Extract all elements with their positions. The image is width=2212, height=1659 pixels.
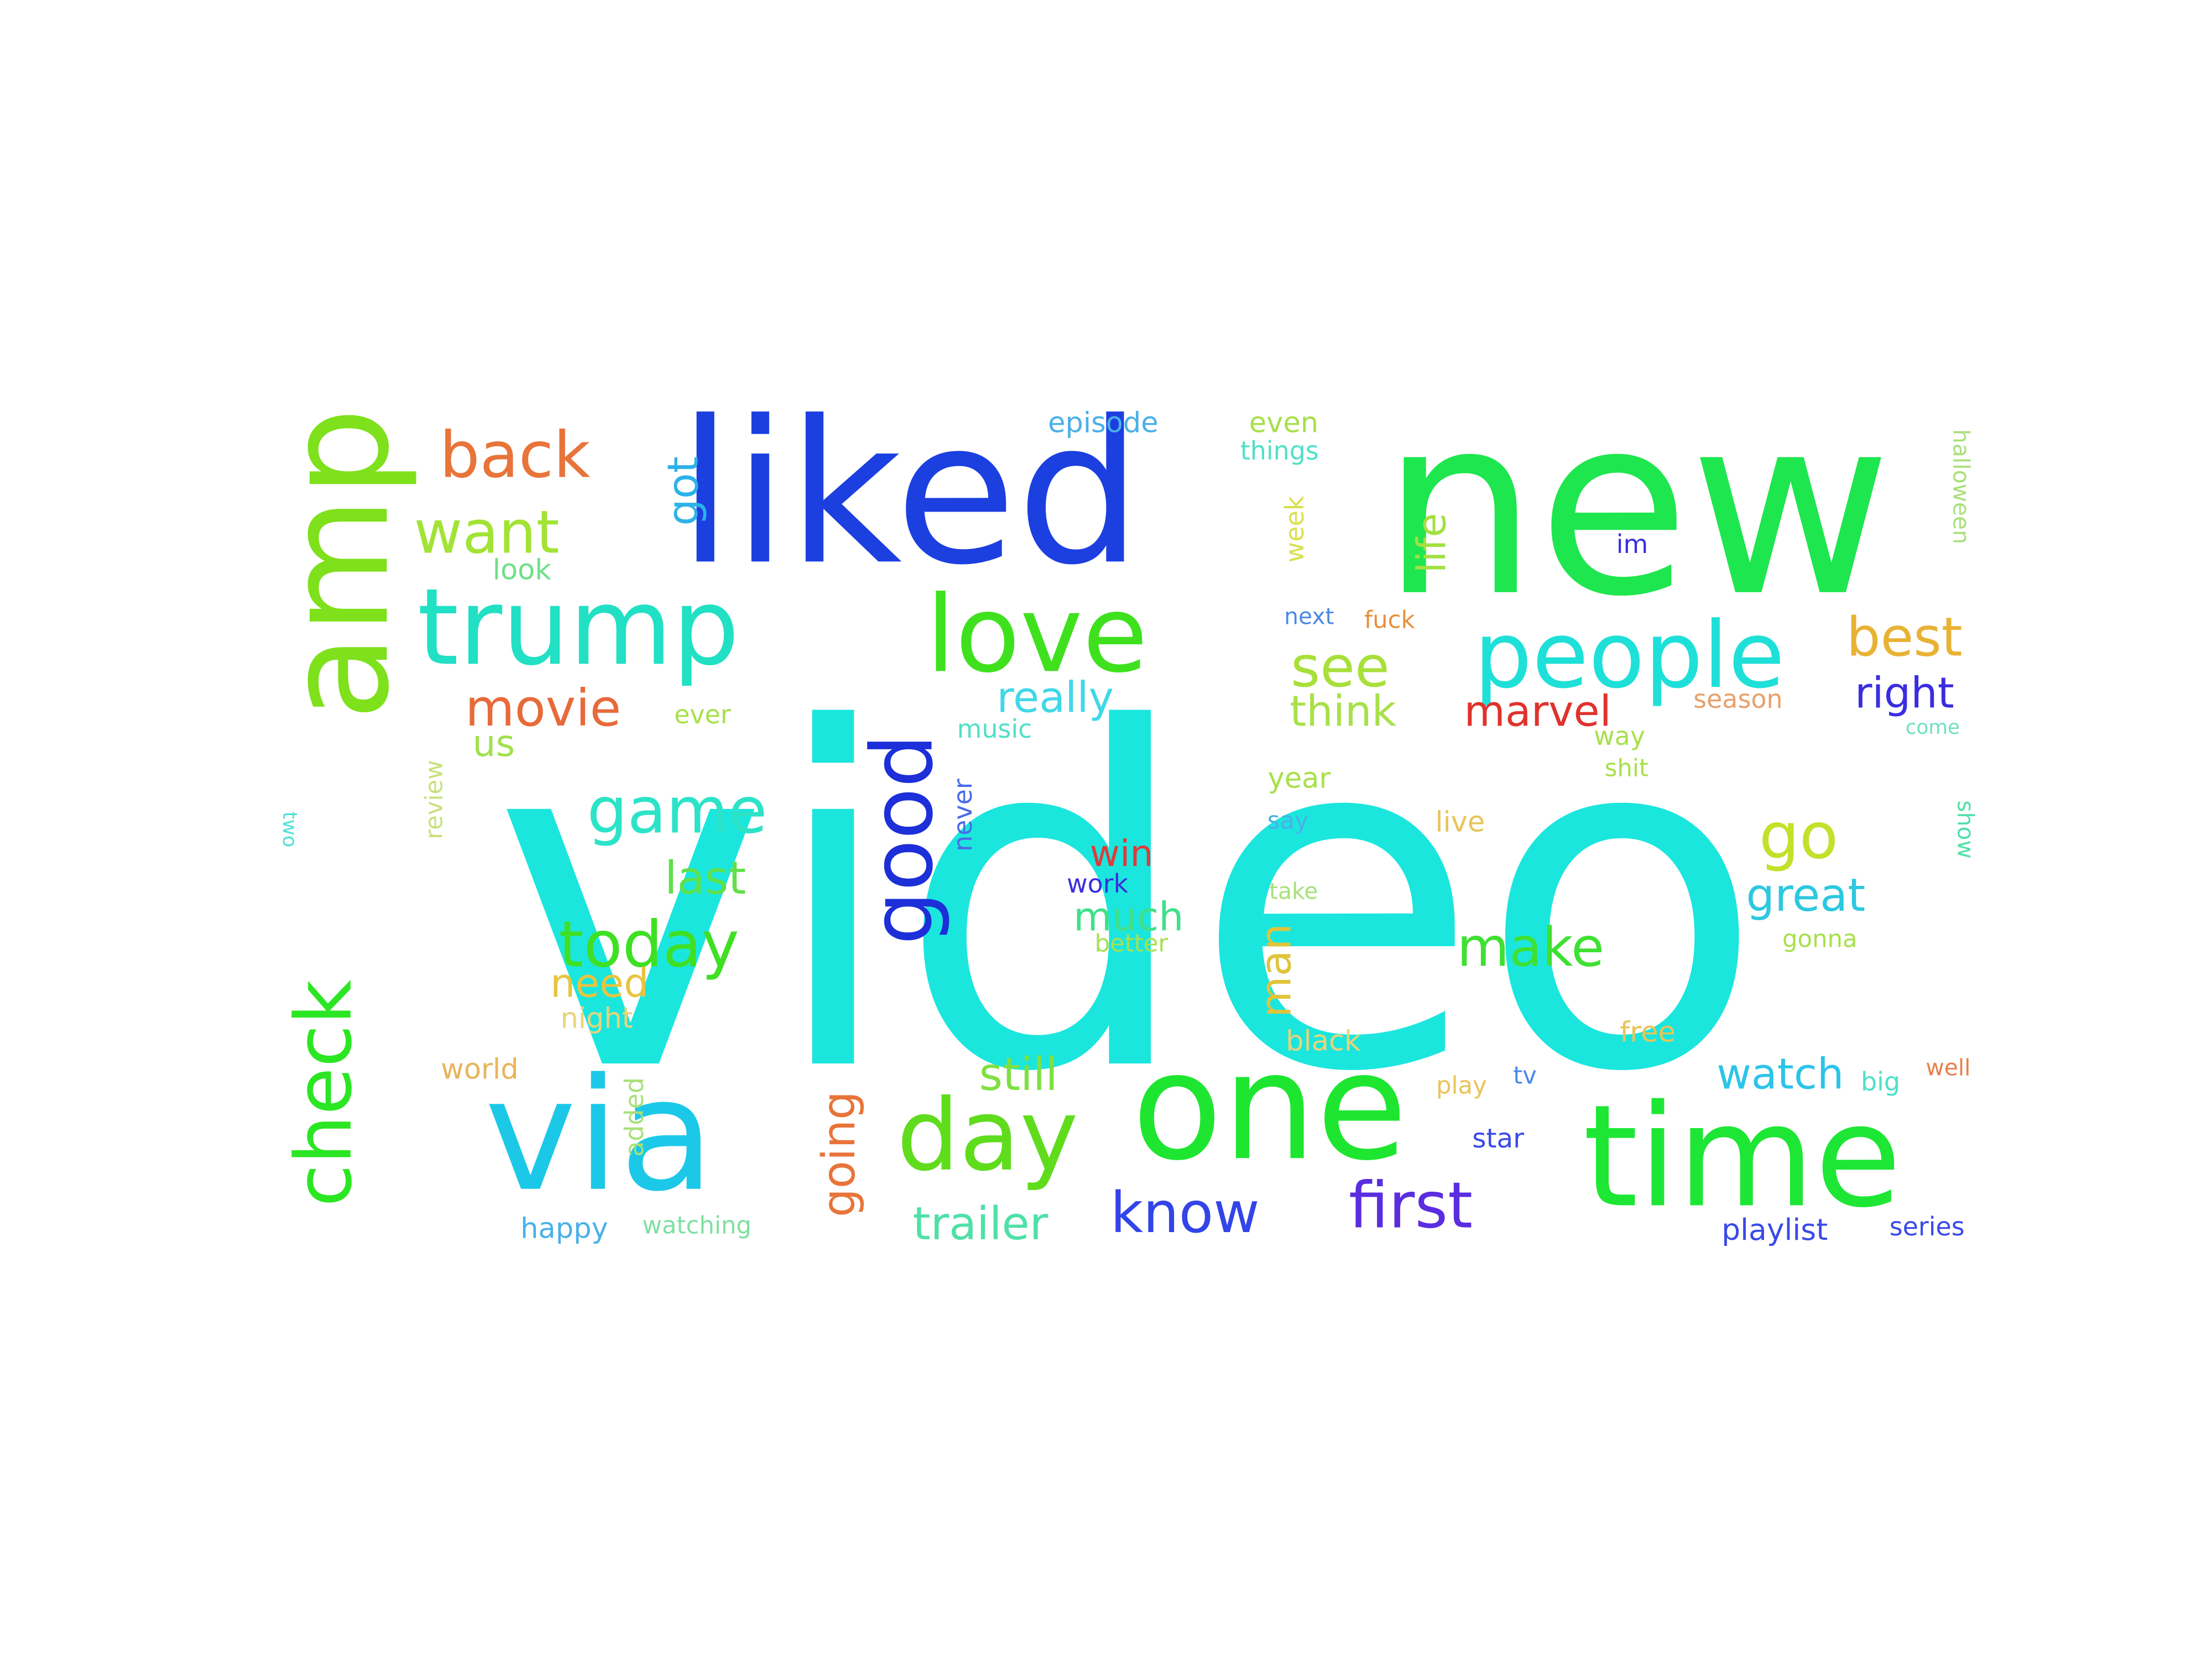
- word-going: going: [813, 1091, 866, 1217]
- word-come: come: [1905, 716, 1960, 739]
- word-make: make: [1457, 916, 1604, 979]
- word-check: check: [279, 979, 369, 1207]
- word-two: two: [278, 811, 301, 848]
- word-free: free: [1620, 1016, 1676, 1049]
- word-great: great: [1746, 869, 1866, 922]
- word-want: want: [414, 498, 560, 567]
- word-world: world: [441, 1053, 519, 1086]
- word-year: year: [1267, 762, 1331, 795]
- word-watch: watch: [1717, 1050, 1844, 1099]
- word-even: even: [1249, 406, 1319, 440]
- word-shit: shit: [1604, 754, 1648, 782]
- word-episode: episode: [1048, 406, 1159, 440]
- word-see: see: [1291, 634, 1390, 700]
- word-new: new: [1381, 364, 1892, 651]
- word-first: first: [1348, 1168, 1473, 1243]
- word-ever: ever: [674, 700, 731, 730]
- word-happy: happy: [520, 1212, 608, 1245]
- word-amp: amp: [256, 408, 421, 721]
- word-series: series: [1889, 1212, 1965, 1242]
- word-trailer: trailer: [912, 1198, 1048, 1251]
- word-movie: movie: [465, 678, 622, 738]
- word-last: last: [664, 852, 747, 905]
- word-work: work: [1067, 869, 1129, 899]
- word-win: win: [1089, 832, 1154, 875]
- word-review: review: [420, 760, 448, 840]
- word-marvel: marvel: [1464, 687, 1611, 737]
- word-better: better: [1094, 929, 1168, 957]
- word-fuck: fuck: [1364, 606, 1415, 634]
- word-added: added: [619, 1077, 649, 1157]
- word-video: video: [493, 631, 1765, 1173]
- word-back: back: [439, 418, 591, 493]
- word-time: time: [1583, 1074, 1902, 1239]
- word-think: think: [1290, 687, 1396, 737]
- word-need: need: [550, 960, 649, 1006]
- word-star: star: [1472, 1123, 1525, 1154]
- word-next: next: [1284, 603, 1334, 630]
- word-halloween: halloween: [1948, 429, 1975, 545]
- word-im: im: [1616, 529, 1648, 559]
- word-people: people: [1474, 602, 1785, 709]
- word-best: best: [1846, 606, 1963, 669]
- word-things: things: [1240, 436, 1319, 466]
- word-take: take: [1269, 878, 1318, 905]
- word-liked: liked: [677, 378, 1142, 609]
- word-say: say: [1267, 807, 1309, 834]
- word-today: today: [559, 907, 739, 982]
- word-day: day: [896, 1078, 1078, 1193]
- word-much: much: [1073, 894, 1184, 940]
- word-live: live: [1435, 806, 1485, 839]
- word-good: good: [853, 734, 952, 945]
- word-still: still: [979, 1048, 1058, 1102]
- word-game: game: [587, 774, 768, 848]
- word-big: big: [1860, 1066, 1901, 1097]
- word-playlist: playlist: [1721, 1212, 1828, 1248]
- word-one: one: [1131, 1020, 1408, 1193]
- word-really: really: [997, 673, 1114, 723]
- word-look: look: [492, 554, 551, 587]
- word-got: got: [659, 456, 708, 526]
- word-night: night: [560, 1002, 633, 1035]
- word-man: man: [1251, 924, 1301, 1018]
- word-via: via: [484, 1045, 715, 1226]
- word-life: life: [1408, 513, 1455, 573]
- word-gonna: gonna: [1782, 925, 1858, 953]
- word-way: way: [1594, 721, 1645, 751]
- word-tv: tv: [1513, 1062, 1537, 1090]
- word-us: us: [472, 722, 515, 765]
- word-black: black: [1286, 1025, 1361, 1058]
- word-know: know: [1110, 1180, 1260, 1246]
- word-music: music: [957, 713, 1032, 744]
- word-watching: watching: [642, 1212, 752, 1240]
- word-right: right: [1854, 669, 1954, 718]
- word-week: week: [1279, 495, 1310, 562]
- word-play: play: [1436, 1072, 1487, 1100]
- word-trump: trump: [417, 566, 740, 690]
- word-go: go: [1759, 799, 1839, 874]
- word-season: season: [1693, 684, 1783, 714]
- word-show: show: [1952, 800, 1979, 859]
- word-well: well: [1926, 1054, 1971, 1081]
- word-never: never: [948, 779, 978, 852]
- word-love: love: [926, 573, 1148, 697]
